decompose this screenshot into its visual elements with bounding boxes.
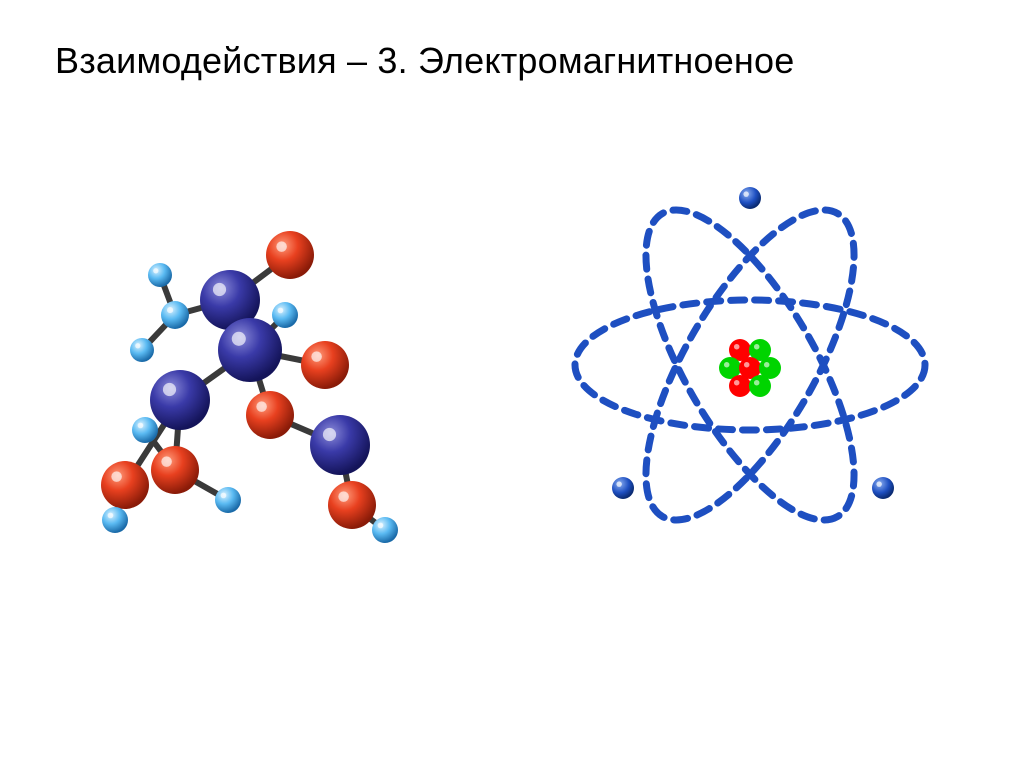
molecule-diagram [80, 200, 460, 580]
page-title: Взаимодействия – 3. Электромагнитноеное [55, 40, 794, 82]
atom-diagram [555, 170, 945, 560]
